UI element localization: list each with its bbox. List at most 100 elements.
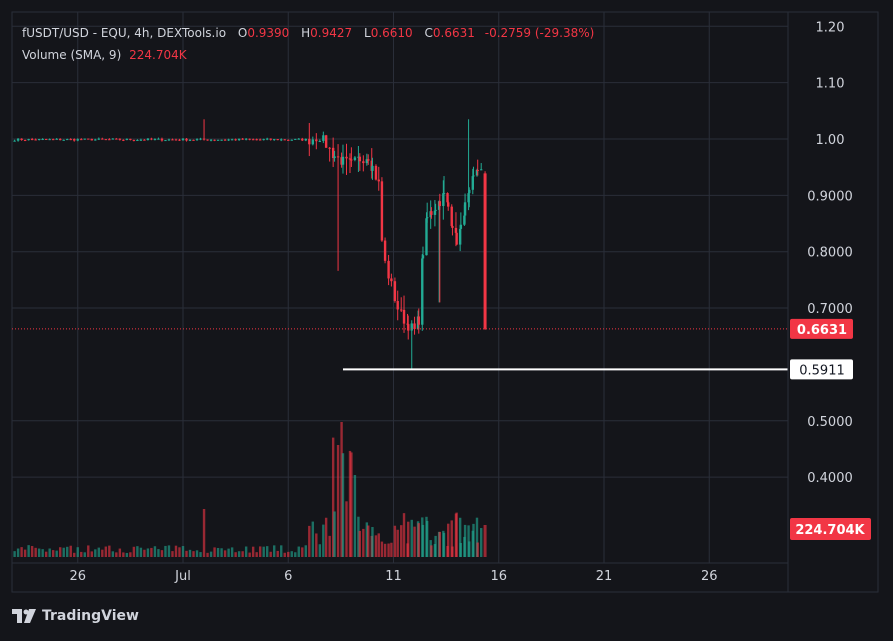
price-tick-label: 0.8000 xyxy=(807,246,853,261)
volume-bar xyxy=(410,519,413,557)
volume-bar xyxy=(341,453,345,557)
volume-bar xyxy=(483,525,487,557)
volume-bar xyxy=(475,517,479,557)
candle-body xyxy=(374,165,378,180)
candle-body xyxy=(153,139,157,141)
candle-body xyxy=(383,240,387,261)
candle-body xyxy=(442,193,446,195)
candle-body xyxy=(202,138,206,140)
legend-volume-value: 224.704K xyxy=(129,48,187,62)
candle-body xyxy=(425,217,429,219)
volume-bar xyxy=(318,544,322,557)
candle-body xyxy=(115,138,118,140)
volume-bar xyxy=(139,547,143,557)
price-axis[interactable]: 1.20 1.10 1.00 0.9000 0.8000 0.7000 0.5000 0.40… xyxy=(807,20,853,486)
tradingview-logo-icon xyxy=(12,609,36,623)
candle-body xyxy=(358,156,362,162)
candle-body xyxy=(308,138,311,145)
volume-bar xyxy=(181,546,185,557)
candle-body xyxy=(341,156,345,165)
candle-body xyxy=(23,140,27,142)
candle-body xyxy=(108,139,111,141)
volume-bar xyxy=(80,551,83,557)
candle-body xyxy=(472,175,475,177)
volume-bar xyxy=(287,551,290,557)
candle-body xyxy=(129,138,132,140)
volume-bar xyxy=(104,546,108,557)
candle-body xyxy=(463,202,467,216)
candle-body xyxy=(262,139,265,141)
candle-body xyxy=(206,139,209,141)
volume-bar xyxy=(458,517,462,557)
volume-bar xyxy=(83,552,86,557)
volume-bar xyxy=(136,546,139,557)
volume-bar xyxy=(62,547,65,557)
candle-body xyxy=(371,165,374,171)
volume-bar xyxy=(167,545,171,557)
volume-bars xyxy=(13,422,487,557)
time-axis[interactable]: 26 Jul 6 11 16 21 26 xyxy=(69,569,717,584)
candle-body xyxy=(421,255,425,259)
volume-bar xyxy=(290,551,293,557)
volume-bar xyxy=(455,512,458,557)
volume-bar xyxy=(421,524,425,557)
candle-body xyxy=(66,139,69,141)
tradingview-logo[interactable]: TradingView xyxy=(12,604,139,628)
volume-bar xyxy=(27,545,30,557)
candle-body xyxy=(269,138,272,140)
candle-body xyxy=(273,139,276,141)
volume-bar xyxy=(115,552,118,557)
candle-body xyxy=(324,135,328,148)
volume-bar xyxy=(463,524,467,557)
candle-body xyxy=(41,138,44,140)
volume-bar xyxy=(362,528,365,557)
candle-body xyxy=(467,193,470,203)
candle-body xyxy=(340,157,343,165)
legend-symbol[interactable]: fUSDT/USD - EQU, 4h, DEXTools.io xyxy=(22,26,227,40)
horizontal-line-label: 0.5911 xyxy=(799,363,845,378)
legend-change: -0.2759 (-29.38%) xyxy=(484,26,595,40)
volume-bar xyxy=(336,445,340,557)
volume-bar xyxy=(146,548,150,557)
candle-body xyxy=(13,140,16,142)
legend-volume-label[interactable]: Volume (SMA, 9) xyxy=(22,48,122,62)
candle-body xyxy=(80,139,83,141)
candle-body xyxy=(132,139,136,141)
volume-bar xyxy=(413,526,416,557)
volume-bar xyxy=(438,531,442,557)
candle-body xyxy=(463,215,466,225)
candle-body xyxy=(30,139,34,141)
volume-bar xyxy=(308,525,311,557)
volume-bar xyxy=(55,550,58,557)
volume-bar xyxy=(178,547,181,557)
candle-body xyxy=(322,135,325,141)
current-price-badge xyxy=(790,318,853,339)
legend-open-label: O xyxy=(237,26,248,40)
volume-bar xyxy=(157,549,160,557)
candle-body xyxy=(425,218,428,256)
volume-bar xyxy=(73,552,76,557)
candlesticks xyxy=(13,119,487,370)
volume-bar xyxy=(348,450,352,557)
volume-bar xyxy=(160,550,164,557)
candle-body xyxy=(167,139,171,141)
candle-body xyxy=(192,139,195,141)
candle-body xyxy=(125,138,129,140)
volume-bar xyxy=(94,549,97,557)
legend-high-value: 0.9427 xyxy=(310,26,353,40)
volume-bar xyxy=(129,552,132,557)
volume-bar xyxy=(476,542,479,557)
volume-bar xyxy=(16,548,20,557)
candle-body xyxy=(87,138,90,140)
volume-bar xyxy=(234,552,237,557)
volume-bar xyxy=(185,550,188,557)
volume-bar xyxy=(383,543,387,557)
candle-body xyxy=(353,157,357,161)
volume-bar xyxy=(206,552,209,557)
candle-body xyxy=(433,210,437,215)
candle-body xyxy=(387,260,390,279)
candle-body xyxy=(160,138,164,141)
